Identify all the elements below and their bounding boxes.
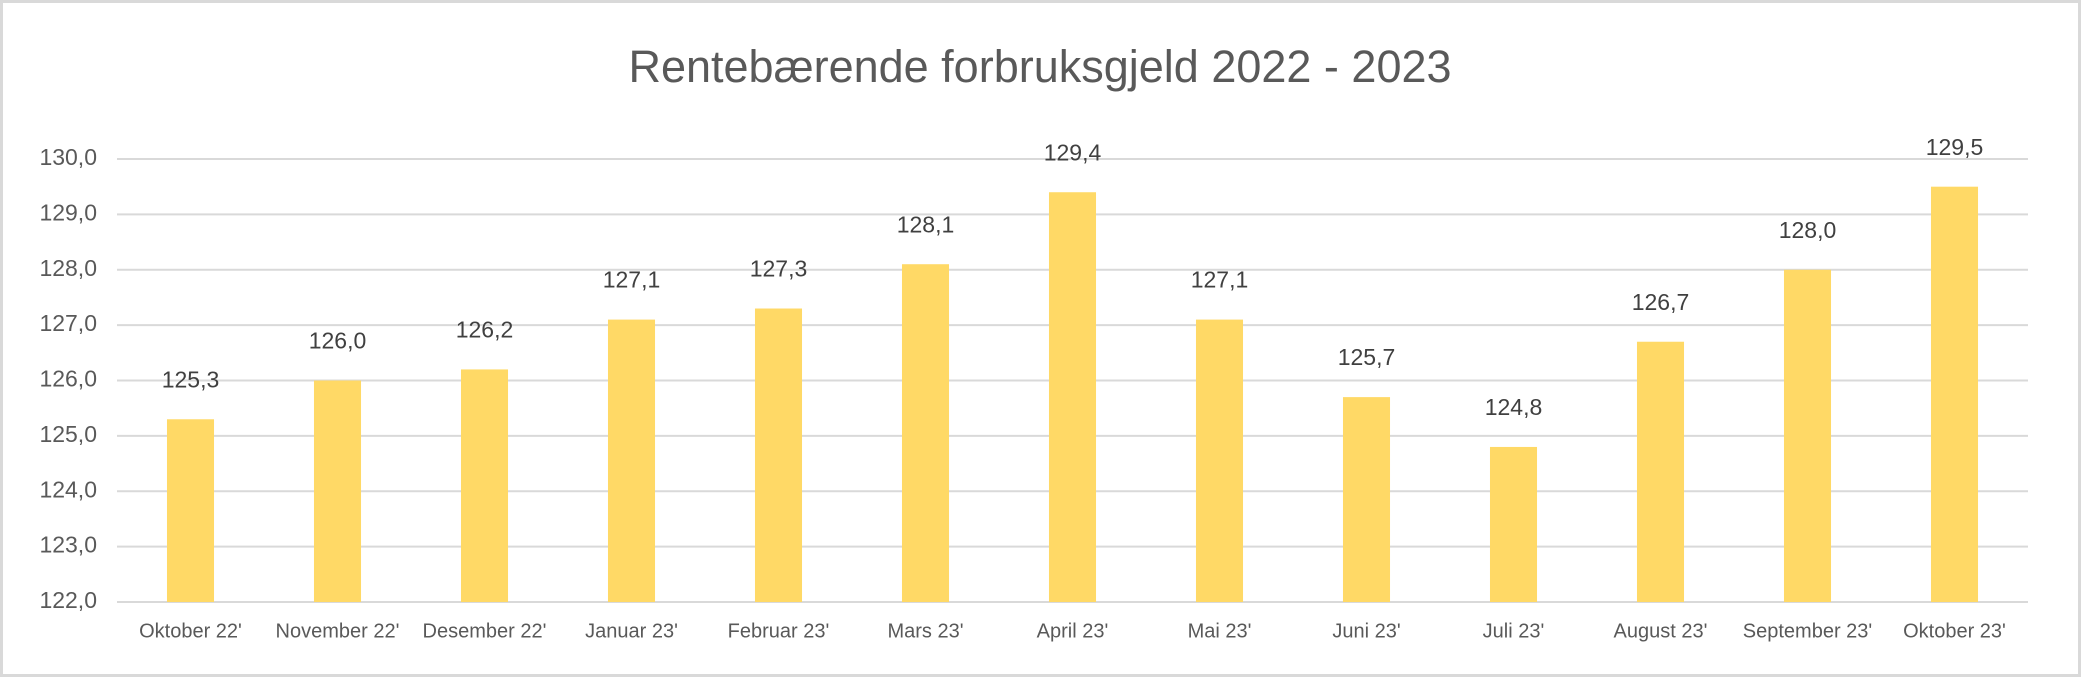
x-tick-label: Desember 22': [423, 620, 547, 642]
data-label: 125,7: [1338, 344, 1396, 370]
data-label: 129,4: [1044, 139, 1102, 165]
data-label: 127,1: [1191, 267, 1249, 293]
y-tick-label: 128,0: [39, 255, 97, 281]
x-tick-label: Mars 23': [887, 620, 963, 642]
bar: [1930, 186, 1979, 602]
bar: [607, 319, 656, 602]
bar: [1636, 341, 1685, 602]
bar: [460, 369, 509, 602]
bar: [901, 264, 950, 602]
x-tick-label: August 23': [1614, 620, 1708, 642]
data-label: 128,1: [897, 211, 955, 237]
bar: [313, 380, 362, 602]
x-tick-label: November 22': [276, 620, 400, 642]
data-label: 128,0: [1779, 217, 1837, 243]
bar: [1489, 446, 1538, 602]
y-tick-label: 125,0: [39, 421, 97, 447]
y-tick-label: 127,0: [39, 310, 97, 336]
y-tick-label: 124,0: [39, 476, 97, 502]
x-tick-label: September 23': [1743, 620, 1872, 642]
x-tick-label: Mai 23': [1188, 620, 1252, 642]
data-label: 127,1: [603, 267, 661, 293]
data-label: 124,8: [1485, 394, 1543, 420]
chart-title: Rentebærende forbruksgjeld 2022 - 2023: [628, 41, 1451, 92]
data-label: 126,7: [1632, 289, 1690, 315]
y-tick-label: 126,0: [39, 366, 97, 392]
x-tick-label: Oktober 22': [139, 620, 242, 642]
bar: [1048, 192, 1097, 602]
y-tick-label: 130,0: [39, 144, 97, 170]
data-label: 129,5: [1926, 134, 1984, 160]
data-label: 125,3: [162, 366, 220, 392]
y-tick-label: 129,0: [39, 199, 97, 225]
data-label: 127,3: [750, 256, 808, 282]
y-tick-label: 123,0: [39, 532, 97, 558]
bar: [1342, 397, 1391, 602]
x-tick-label: Juni 23': [1332, 620, 1400, 642]
x-tick-label: Oktober 23': [1903, 620, 2006, 642]
x-tick-label: April 23': [1037, 620, 1109, 642]
y-tick-label: 122,0: [39, 587, 97, 613]
bar: [1195, 319, 1244, 602]
x-tick-label: Februar 23': [728, 620, 830, 642]
x-tick-label: Januar 23': [585, 620, 678, 642]
x-tick-label: Juli 23': [1483, 620, 1545, 642]
data-label: 126,0: [309, 328, 367, 354]
bar: [166, 419, 215, 602]
data-label: 126,2: [456, 317, 514, 343]
bar: [1783, 269, 1832, 602]
bar: [754, 308, 803, 602]
